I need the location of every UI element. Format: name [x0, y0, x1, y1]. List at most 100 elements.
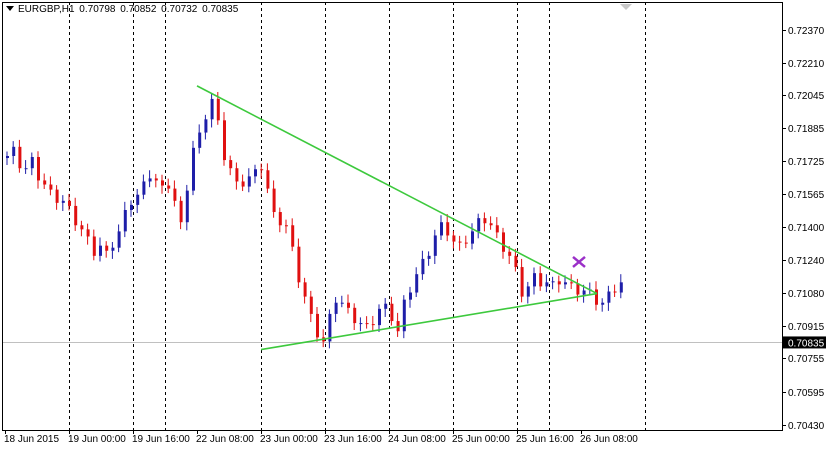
- bull-candle: [619, 282, 623, 293]
- bear-candle: [223, 120, 226, 161]
- bear-candle: [353, 307, 357, 324]
- bull-candle: [440, 222, 443, 236]
- marker-layer[interactable]: [572, 255, 586, 268]
- bull-candle: [526, 286, 530, 297]
- time-tick-label: 25 Jun 16:00: [516, 434, 574, 445]
- price-tick-label: 0.71565: [788, 190, 825, 201]
- price-tick-label: 0.71400: [788, 223, 825, 234]
- bull-candle: [185, 190, 189, 223]
- bull-candle: [378, 308, 381, 326]
- bear-candle: [92, 236, 96, 256]
- bull-candle: [340, 302, 344, 304]
- bear-candle: [285, 225, 288, 227]
- time-tick-label: 19 Jun 16:00: [132, 434, 190, 445]
- current-price-label: 0.70835: [782, 336, 826, 349]
- symbol-label: EURGBP,H1: [18, 4, 75, 15]
- time-tick-label: 25 Jun 00:00: [452, 434, 510, 445]
- time-tick-label: 18 Jun 2015: [4, 434, 59, 445]
- bull-candle: [582, 290, 586, 295]
- grid-lines: [69, 2, 646, 430]
- bull-candle: [334, 302, 338, 314]
- bear-candle: [539, 273, 543, 287]
- bear-candle: [446, 222, 450, 236]
- bear-candle: [347, 302, 350, 308]
- bear-candle: [483, 218, 487, 224]
- bull-candle: [433, 235, 437, 256]
- bear-candle: [365, 323, 369, 325]
- bull-candle: [192, 147, 195, 191]
- time-tick-label: 23 Jun 00:00: [260, 434, 318, 445]
- bear-candle: [154, 178, 158, 181]
- bull-candle: [142, 181, 146, 195]
- trendlines[interactable]: [196, 85, 598, 351]
- price-tick-label: 0.71080: [788, 289, 825, 300]
- bull-candle: [136, 194, 140, 205]
- bear-candle: [74, 205, 78, 226]
- bull-candle: [601, 302, 605, 305]
- price-tick-label: 0.72210: [788, 59, 825, 70]
- bull-candle: [421, 258, 425, 275]
- bull-candle: [427, 255, 431, 259]
- bull-candle: [471, 231, 474, 244]
- bear-candle: [43, 180, 47, 185]
- bull-candle: [198, 132, 202, 148]
- bull-candle: [415, 274, 419, 293]
- bear-candle: [508, 251, 512, 256]
- bull-candle: [545, 282, 549, 287]
- price-tick-label: 0.70595: [788, 388, 825, 399]
- trendline[interactable]: [196, 85, 598, 295]
- plot-border: [2, 2, 783, 431]
- bull-candle: [130, 204, 133, 210]
- bull-candle: [564, 282, 567, 285]
- trendline[interactable]: [260, 292, 598, 351]
- bear-candle: [266, 170, 270, 189]
- bull-candle: [409, 292, 412, 300]
- price-tick-label: 0.70915: [788, 322, 825, 333]
- bear-candle: [390, 303, 394, 322]
- bear-candle: [464, 242, 468, 244]
- price-tick-label: 0.72045: [788, 91, 825, 102]
- chart-menu-triangle-icon[interactable]: [6, 6, 14, 11]
- bear-candle: [371, 324, 375, 326]
- bear-candle: [291, 225, 295, 247]
- scroll-shift-triangle-icon[interactable]: [620, 4, 632, 10]
- bear-candle: [520, 267, 524, 297]
- bear-candle: [49, 184, 53, 190]
- bear-candle: [570, 282, 574, 284]
- bear-candle: [495, 225, 499, 233]
- price-tick-label: 0.71240: [788, 256, 825, 267]
- price-tick-label: 0.71725: [788, 157, 825, 168]
- bull-candle: [24, 168, 28, 170]
- price-axis[interactable]: 0.72370 0.72210 0.72045 0.71885 0.71725 0.715…: [782, 26, 826, 432]
- cross-marker-icon[interactable]: [572, 255, 586, 268]
- bear-candle: [576, 283, 580, 295]
- chart-header: EURGBP,H1 0.70798 0.70852 0.70732 0.7083…: [6, 4, 240, 15]
- bear-candle: [216, 98, 220, 121]
- bull-candle: [359, 323, 363, 325]
- bear-candle: [167, 185, 171, 189]
- bear-candle: [55, 189, 59, 203]
- bear-candle: [297, 246, 301, 283]
- bull-candle: [111, 247, 115, 251]
- bull-candle: [551, 281, 555, 283]
- price-tick-label: 0.71885: [788, 124, 825, 135]
- bear-candle: [272, 188, 276, 213]
- bear-candle: [235, 168, 239, 182]
- bear-candle: [86, 229, 90, 237]
- bull-candle: [148, 178, 152, 182]
- time-axis[interactable]: 18 Jun 2015 19 Jun 00:00 19 Jun 16:00 22 Ju…: [4, 430, 638, 445]
- bear-candle: [309, 296, 313, 314]
- bear-candle: [452, 235, 456, 242]
- bull-candle: [477, 218, 481, 232]
- bear-candle: [105, 245, 109, 251]
- bull-candle: [607, 291, 611, 303]
- bull-candle: [117, 231, 121, 248]
- bear-candle: [502, 232, 505, 252]
- bear-candle: [80, 225, 84, 230]
- bull-candle: [533, 273, 536, 287]
- bear-candle: [278, 212, 282, 226]
- candles: [6, 92, 623, 349]
- bull-candle: [210, 98, 214, 120]
